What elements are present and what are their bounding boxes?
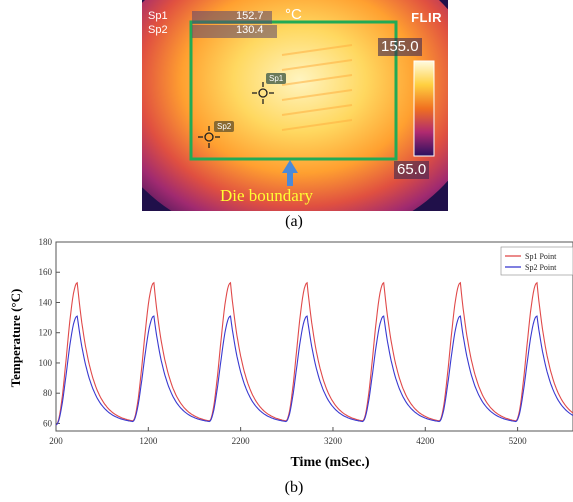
x-tick-label-2: 2200 bbox=[232, 436, 251, 446]
x-tick-label-4: 4200 bbox=[416, 436, 435, 446]
sp1-readout-value: 152.7 bbox=[236, 10, 264, 22]
y-tick-label-5: 160 bbox=[39, 267, 53, 277]
caption-a: (a) bbox=[285, 213, 303, 230]
y-tick-label-4: 140 bbox=[39, 297, 53, 307]
sp1-tag: Sp1 bbox=[266, 73, 287, 84]
sp2-readout-value: 130.4 bbox=[236, 24, 264, 36]
y-axis-label: Temperature (°C) bbox=[8, 289, 23, 388]
sp2-crosshair bbox=[198, 126, 220, 148]
x-tick-label-3: 3200 bbox=[324, 436, 343, 446]
y-tick-label-3: 120 bbox=[39, 328, 53, 338]
x-tick-label-0: 200 bbox=[49, 436, 63, 446]
thermal-heatmap bbox=[142, 0, 448, 211]
legend-label-1: Sp2 Point bbox=[525, 263, 557, 272]
flir-logo: FLIR bbox=[411, 10, 442, 25]
sp2-readout-label: Sp2 bbox=[148, 24, 168, 36]
temperature-chart: 60 80 100 120 140 160 180 200 1200 2200 3200 4200 5… bbox=[8, 237, 573, 470]
legend-label-0: Sp1 Point bbox=[525, 252, 557, 261]
sp1-readout-label: Sp1 bbox=[148, 10, 168, 22]
x-tick-label-1: 1200 bbox=[139, 436, 158, 446]
temperature-scale-bar bbox=[413, 60, 435, 157]
series-line-sp2-point bbox=[55, 315, 573, 426]
sp2-tag: Sp2 bbox=[214, 121, 235, 132]
y-tick-label-6: 180 bbox=[39, 237, 53, 247]
unit-label: °C bbox=[285, 6, 302, 23]
scale-max-value: 155.0 bbox=[378, 38, 422, 56]
caption-b: (b) bbox=[284, 479, 304, 496]
x-tick-label-5: 5200 bbox=[509, 436, 528, 446]
scale-min-value: 65.0 bbox=[394, 161, 430, 179]
y-tick-label-1: 80 bbox=[43, 388, 53, 398]
die-boundary-label: Die boundary bbox=[220, 186, 314, 205]
x-axis-label: Time (mSec.) bbox=[290, 455, 369, 470]
y-tick-label-0: 60 bbox=[43, 418, 53, 428]
die-boundary-rect bbox=[189, 20, 398, 161]
sp1-crosshair bbox=[252, 82, 274, 104]
plot-area bbox=[55, 241, 573, 432]
legend-box bbox=[500, 246, 573, 276]
boundary-arrow bbox=[282, 160, 298, 186]
thermal-image: Sp1 152.7 °C Sp2 130.4 FLIR 155.0 65.0 S… bbox=[142, 0, 448, 211]
y-tick-label-2: 100 bbox=[39, 358, 53, 368]
series-line-sp1-point bbox=[55, 281, 573, 426]
